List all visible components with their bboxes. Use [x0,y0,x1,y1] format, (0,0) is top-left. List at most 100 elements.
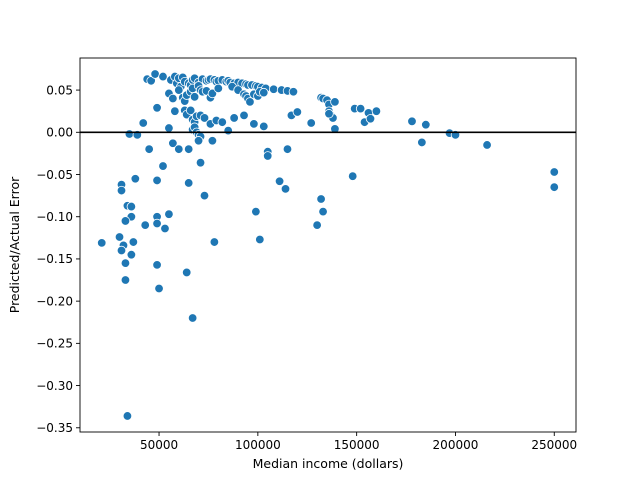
y-tick-label: −0.15 [36,252,73,266]
data-point [174,144,184,154]
data-point [152,103,162,113]
data-point [348,171,358,181]
data-point [199,190,210,201]
data-point [239,110,249,121]
x-axis-label: Median income (dollars) [253,456,404,471]
data-point [168,138,178,148]
data-point [245,97,255,107]
data-point [330,97,340,107]
data-point [138,118,148,128]
data-point [158,161,168,171]
data-point [549,182,559,192]
data-point [182,267,192,278]
data-point [97,238,107,248]
data-point [170,106,180,116]
data-point [316,194,326,204]
data-point [187,313,198,323]
data-point [306,118,316,128]
data-point [183,178,194,188]
data-point [130,174,141,184]
data-point [160,223,170,234]
data-point [207,88,218,99]
data-point [549,167,559,177]
data-point [124,129,135,139]
y-tick-label: −0.30 [36,379,73,393]
data-point [189,92,200,102]
y-tick-label: −0.20 [36,294,73,308]
data-point [152,260,162,270]
data-point [158,71,168,82]
data-point [144,144,154,154]
data-point [126,201,137,212]
data-point [365,114,376,124]
x-tick-label: 200000 [433,438,479,452]
data-point [199,113,210,123]
data-point [207,136,218,146]
y-tick-label: 0.00 [46,126,73,140]
x-tick-label: 150000 [334,438,380,452]
data-point [324,109,334,119]
data-point [263,151,273,161]
data-point [128,237,139,247]
data-point [152,218,162,229]
data-point [114,232,125,242]
data-point [150,69,160,79]
data-point [183,144,194,154]
data-point [154,283,164,294]
data-point [185,105,196,116]
data-point [217,117,227,127]
data-point [482,140,492,150]
data-point [174,85,184,95]
data-points [97,69,559,421]
data-point [193,136,204,146]
data-point [249,119,259,129]
data-point [120,216,131,226]
data-point [195,157,206,168]
data-point [140,220,150,230]
data-point [126,250,137,260]
data-point [164,209,174,219]
data-point [288,87,299,97]
y-axis-label: Predicted/Actual Error [7,176,22,313]
y-tick-label: −0.05 [36,168,73,182]
data-point [292,107,303,117]
data-point [282,144,293,154]
data-point [371,106,382,116]
data-point [259,87,269,98]
data-point [209,237,220,247]
data-point [116,245,127,256]
data-point [318,206,328,217]
data-point [168,93,178,104]
data-point [120,258,131,268]
data-point [355,103,366,114]
data-point [213,83,224,94]
x-tick-label: 100000 [235,438,281,452]
data-point [259,121,269,132]
data-point [116,185,127,196]
y-tick-label: −0.25 [36,337,73,351]
data-point [417,137,427,148]
y-tick-label: −0.35 [36,421,73,435]
data-point [330,124,340,134]
data-point [274,176,285,186]
data-point [223,125,233,136]
x-axis-ticks: 50000 100000 150000 200000 250000 [140,432,577,452]
data-point [229,113,239,123]
data-point [280,184,291,194]
plot-frame [79,57,577,433]
data-point [122,411,133,421]
x-tick-label: 50000 [140,438,178,452]
data-point [421,119,431,130]
data-point [255,234,265,245]
data-point [152,175,162,186]
y-tick-label: 0.05 [46,83,73,97]
data-point [251,206,261,217]
x-tick-label: 250000 [531,438,577,452]
data-point [120,275,131,285]
data-point [164,123,174,133]
y-axis-ticks: 0.05 0.00 −0.05 −0.10 −0.15 −0.20 −0.25 −0.30 −0… [36,83,80,435]
data-point [407,116,417,127]
data-point [268,84,279,94]
